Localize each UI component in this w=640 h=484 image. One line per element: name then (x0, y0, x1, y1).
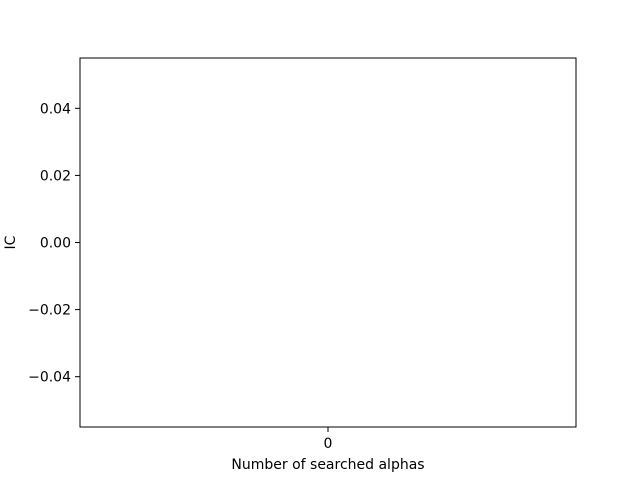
y-tick-label: −0.04 (28, 370, 71, 386)
x-axis-label: Number of searched alphas (231, 457, 424, 473)
y-tick-label: 0.04 (40, 101, 71, 117)
x-tick-label: 0 (324, 436, 333, 452)
y-axis: 0.04 0.02 0.00 −0.02 −0.04 (28, 101, 80, 386)
y-tick-label: −0.02 (28, 303, 71, 319)
y-axis-label: IC (3, 235, 19, 249)
y-tick-label: 0.02 (40, 168, 71, 184)
x-axis: 0 (324, 427, 333, 452)
y-tick-label: 0.00 (40, 236, 71, 252)
